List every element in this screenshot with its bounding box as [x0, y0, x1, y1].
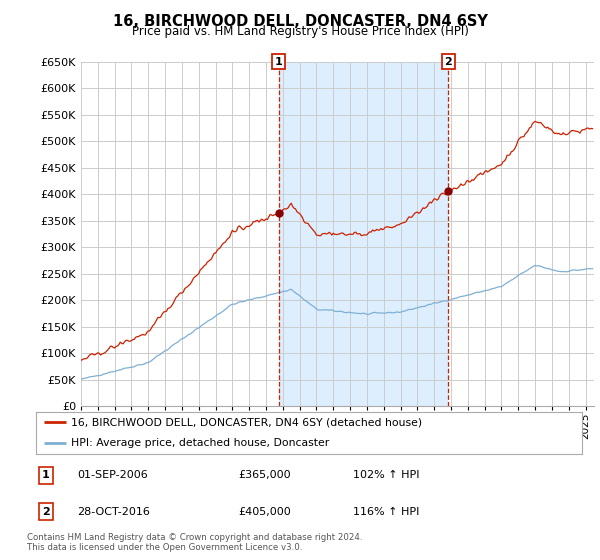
Bar: [278, 62, 448, 406]
Text: 01-SEP-2006: 01-SEP-2006: [77, 470, 148, 480]
Text: 16, BIRCHWOOD DELL, DONCASTER, DN4 6SY: 16, BIRCHWOOD DELL, DONCASTER, DN4 6SY: [113, 14, 487, 29]
Text: This data is licensed under the Open Government Licence v3.0.: This data is licensed under the Open Gov…: [27, 543, 302, 552]
Text: 102% ↑ HPI: 102% ↑ HPI: [353, 470, 419, 480]
Text: HPI: Average price, detached house, Doncaster: HPI: Average price, detached house, Donc…: [71, 438, 330, 448]
Text: 16, BIRCHWOOD DELL, DONCASTER, DN4 6SY (detached house): 16, BIRCHWOOD DELL, DONCASTER, DN4 6SY (…: [71, 417, 422, 427]
Text: 2: 2: [42, 507, 50, 517]
Text: Contains HM Land Registry data © Crown copyright and database right 2024.: Contains HM Land Registry data © Crown c…: [27, 533, 362, 542]
Text: 1: 1: [275, 57, 283, 67]
Text: Price paid vs. HM Land Registry's House Price Index (HPI): Price paid vs. HM Land Registry's House …: [131, 25, 469, 38]
Text: 1: 1: [42, 470, 50, 480]
Text: £405,000: £405,000: [238, 507, 291, 517]
Text: £365,000: £365,000: [238, 470, 290, 480]
Text: 28-OCT-2016: 28-OCT-2016: [77, 507, 150, 517]
Text: 116% ↑ HPI: 116% ↑ HPI: [353, 507, 419, 517]
Text: 2: 2: [445, 57, 452, 67]
